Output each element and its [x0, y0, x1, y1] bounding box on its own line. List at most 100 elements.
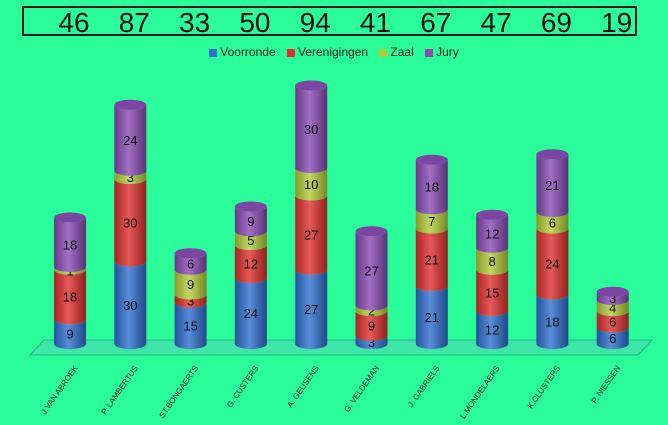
total-value: 46: [58, 7, 90, 38]
x-tick-label: ST.BONGAERTS: [158, 364, 201, 420]
legend-label: Voorronde: [220, 45, 276, 59]
bar-segment: [355, 335, 388, 349]
bar-top-cap: [536, 149, 569, 160]
x-tick-label: K.CLUSTERS: [526, 364, 562, 410]
bar-segment: [536, 294, 569, 349]
data-label: 21: [545, 178, 559, 193]
data-label: 27: [304, 228, 318, 243]
x-tick-label: A. GEUSENS: [285, 364, 320, 409]
bar-segment: [476, 311, 509, 349]
x-tick-label: G. CUSTERS: [225, 364, 260, 409]
data-label: 24: [123, 133, 137, 148]
bar-segment: [54, 267, 86, 275]
legend-swatch: [209, 48, 218, 57]
bar-segment: [476, 214, 509, 253]
bar-segment: [295, 85, 328, 174]
data-label: 9: [66, 327, 73, 342]
legend-item-zaal: Zaal: [379, 45, 414, 59]
data-label: 8: [488, 254, 495, 269]
data-label: 18: [63, 237, 77, 252]
total-value: 33: [179, 7, 211, 38]
total-value: 94: [299, 7, 331, 38]
bar-top-cap: [295, 80, 328, 91]
totals-row: 46 87 33 50 94 41 67 47 69 19: [22, 6, 637, 38]
total-value: 41: [359, 7, 392, 38]
data-label: 4: [609, 301, 616, 316]
data-label: 7: [428, 214, 435, 229]
x-tick-label: J.VAN ABROEK: [39, 363, 80, 416]
total-value: 67: [420, 7, 452, 38]
bar-segment: [114, 261, 147, 349]
bar-top-cap: [476, 209, 509, 220]
x-tick-label: P. NIESSEN: [590, 364, 623, 405]
data-label: 12: [244, 257, 258, 272]
data-label: 9: [187, 277, 194, 292]
legend-swatch: [425, 48, 434, 57]
data-label: 3: [127, 170, 134, 185]
bar-segment: [536, 228, 569, 300]
data-label: 27: [364, 263, 378, 278]
total-value: 69: [540, 7, 572, 38]
bar-segment: [114, 179, 147, 267]
bar-segment: [174, 302, 207, 349]
data-label: 6: [609, 331, 616, 346]
bar-segment: [114, 104, 147, 176]
bar-segment: [355, 311, 388, 341]
x-tick-label: P. LAMBERTUS: [100, 364, 140, 416]
legend-item-jury: Jury: [425, 45, 459, 59]
data-label: 18: [63, 290, 77, 305]
data-label: 30: [123, 215, 137, 230]
bar-top-cap: [234, 201, 267, 212]
data-label: 27: [304, 302, 318, 317]
bar-segment: [174, 294, 207, 308]
data-label: 3: [609, 291, 616, 306]
data-label: 12: [485, 226, 499, 241]
x-tick-label: L.MONDELAERS: [458, 364, 501, 421]
data-label: 30: [123, 298, 137, 313]
data-label: 21: [425, 310, 439, 325]
data-label: 9: [368, 318, 375, 333]
legend-item-voorronde: Voorronde: [209, 45, 276, 59]
bar-top-cap: [174, 248, 207, 259]
bar-segment: [114, 170, 147, 184]
bar-segment: [476, 269, 509, 316]
total-value: 47: [480, 7, 512, 38]
data-label: 2: [368, 303, 375, 318]
legend-label: Zaal: [390, 45, 414, 59]
data-label: 15: [485, 285, 499, 300]
data-label: 3: [368, 335, 375, 350]
legend-swatch: [286, 48, 295, 57]
bar-segment: [54, 319, 86, 349]
bar-segment: [355, 231, 388, 311]
data-label: 24: [545, 257, 559, 272]
bar-segment: [234, 206, 267, 237]
bar-segment: [596, 300, 629, 316]
bar-segment: [174, 253, 207, 275]
bar-segment: [54, 217, 86, 272]
legend-label: Verenigingen: [297, 45, 369, 59]
bar-segment: [536, 212, 569, 234]
data-label: 9: [247, 214, 254, 229]
bar-segment: [415, 228, 448, 292]
bar-segment: [54, 269, 86, 325]
data-label: 30: [304, 122, 318, 137]
bar-segment: [415, 209, 448, 234]
total-value: 87: [118, 7, 150, 38]
x-tick-label: G. VELDEMAN: [342, 364, 381, 414]
legend: Voorronde Verenigingen Zaal Jury: [0, 45, 668, 59]
data-label: 18: [425, 180, 439, 195]
bar-segment: [415, 159, 448, 215]
bar-segment: [596, 311, 629, 333]
data-label: 6: [187, 257, 194, 272]
data-label: 15: [183, 318, 197, 333]
x-axis-labels: J.VAN ABROEK P. LAMBERTUS ST.BONGAERTS G. C…: [39, 363, 622, 420]
data-label: 5: [247, 233, 254, 248]
bar-segment: [295, 168, 328, 201]
data-label: 18: [545, 314, 559, 329]
bar-segment: [234, 278, 267, 349]
data-label: 6: [549, 215, 556, 230]
bar-segment: [536, 154, 569, 217]
bar-top-cap: [114, 99, 147, 110]
bar-segment: [415, 286, 448, 349]
